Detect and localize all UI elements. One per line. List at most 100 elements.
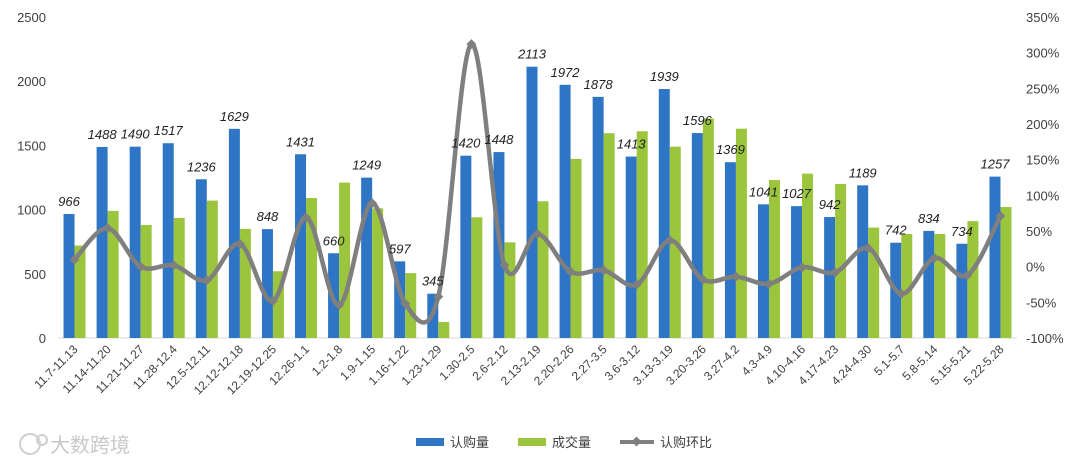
x-tick: 2.27-3.5 (569, 342, 610, 383)
legend-entry: 成交量 (552, 435, 591, 451)
bar-subscription (261, 229, 273, 338)
bar-deal (768, 180, 780, 338)
line-point (532, 228, 543, 239)
left-y-tick: 2000 (17, 74, 46, 89)
line-point (962, 270, 973, 281)
line-point (697, 274, 708, 285)
data-label: 1596 (683, 113, 713, 128)
bar-subscription (658, 89, 670, 338)
bar-deal (504, 242, 516, 338)
data-label: 1189 (849, 165, 877, 180)
x-tick: 3.27-4.2 (701, 342, 742, 383)
bar-deal (405, 273, 417, 338)
bar-deal (173, 217, 185, 338)
line-point (400, 298, 411, 309)
bar-deal (272, 271, 284, 338)
right-y-tick: 350% (1026, 10, 1060, 25)
bar-subscription (295, 154, 307, 338)
data-label: 1448 (484, 132, 514, 147)
bar-deal (702, 118, 714, 338)
bar-deal (206, 200, 218, 338)
data-label: 345 (422, 274, 444, 289)
data-label: 1629 (220, 109, 249, 124)
line-point (102, 223, 113, 234)
line-point (201, 275, 212, 286)
line-point (730, 271, 741, 282)
bar-deal (934, 233, 946, 338)
bar-deal (306, 198, 318, 338)
bar-deal (239, 228, 251, 338)
line-point (135, 261, 146, 272)
line-point (367, 198, 378, 209)
data-label: 660 (323, 233, 345, 248)
bar-subscription (460, 155, 472, 338)
line-point (267, 295, 278, 306)
x-tick: 1.30-2.5 (436, 342, 477, 383)
data-label: 966 (58, 194, 80, 209)
bar-subscription (724, 162, 736, 338)
data-label: 1041 (749, 184, 778, 199)
bar-subscription (394, 261, 406, 338)
bar-deal (339, 182, 351, 338)
watermark-text: 大数跨境 (50, 433, 130, 457)
right-y-tick: 50% (1026, 224, 1052, 239)
bar-deal (372, 208, 384, 338)
data-label: 834 (918, 211, 940, 226)
legend-entry: 认购量 (450, 435, 489, 451)
data-label: 1413 (617, 137, 647, 152)
bar-subscription (559, 84, 571, 338)
bar-deal (603, 133, 615, 338)
bar-deal (537, 201, 549, 338)
data-label: 942 (819, 197, 841, 212)
bar-deal (802, 173, 814, 338)
data-label: 1369 (716, 142, 745, 157)
right-y-tick: 200% (1026, 117, 1060, 132)
bar-subscription (857, 185, 869, 338)
bar-deal (140, 225, 152, 338)
line-series (69, 39, 1006, 325)
data-label: 1878 (584, 77, 614, 92)
line-point (334, 300, 345, 311)
data-label: 597 (389, 241, 411, 256)
bar-subscription (526, 66, 538, 339)
bar-subscription (129, 146, 141, 338)
bar-subscription (989, 176, 1001, 338)
bar-subscription (195, 179, 207, 338)
data-label: 734 (951, 224, 973, 239)
bar-deal (735, 128, 747, 338)
bar-subscription (162, 143, 174, 338)
line-point (598, 265, 609, 276)
bar-deal (74, 245, 86, 338)
bar-deal (967, 221, 979, 338)
bar-deal (107, 210, 119, 338)
data-label: 1939 (650, 69, 679, 84)
line-point (896, 288, 907, 299)
right-y-tick: -100% (1026, 331, 1064, 346)
data-label: 1972 (551, 65, 581, 80)
data-label: 1236 (187, 159, 217, 174)
data-label: 1257 (981, 157, 1011, 172)
bar-subscription (791, 206, 803, 338)
bar-deal (438, 321, 450, 338)
left-y-axis: 0 500 1000 1500 2000 2500 (17, 10, 46, 346)
data-label: 1420 (451, 136, 481, 151)
data-label: 1490 (121, 127, 151, 142)
line-point (929, 253, 940, 264)
right-y-tick: 250% (1026, 81, 1060, 96)
line-point (499, 260, 510, 271)
right-y-axis: -100% -50% 0% 50% 100% 150% 200% 250% 300% 350% (1026, 10, 1064, 346)
bar-subscription (361, 177, 373, 338)
bar-deal (1000, 207, 1012, 338)
bar-deal (471, 217, 483, 338)
legend: 认购量 成交量 认购环比 (416, 435, 712, 451)
right-y-tick: 300% (1026, 46, 1060, 61)
left-y-tick: 1500 (17, 138, 46, 153)
bar-subscription (757, 204, 769, 338)
left-y-tick: 1000 (17, 203, 46, 218)
data-label: 1027 (782, 186, 812, 201)
legend-marker (631, 436, 642, 447)
data-label: 2113 (517, 47, 547, 62)
watermark: 大数跨境 (19, 433, 130, 457)
bar-subscription (96, 146, 108, 338)
x-axis: 11.7-11.1311.14-11.2011.21-11.2711.28-12… (31, 342, 1006, 397)
